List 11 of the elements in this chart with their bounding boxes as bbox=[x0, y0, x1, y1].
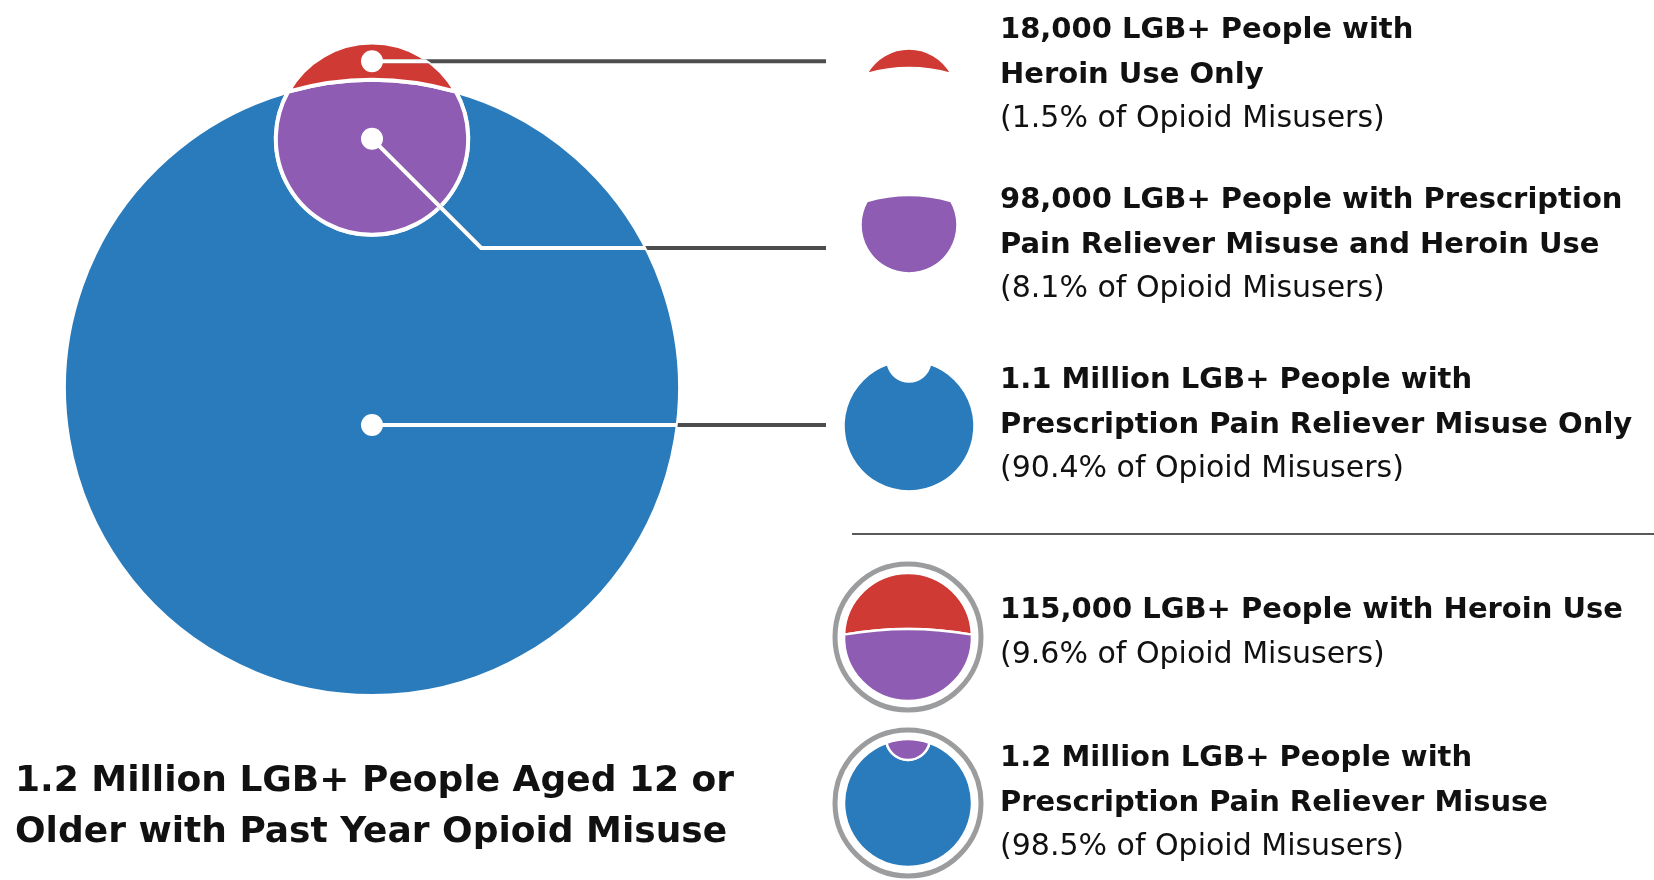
data-label: (8.1% of Opioid Misusers) bbox=[1000, 269, 1385, 304]
text: (9.6% of Opioid Misusers) bbox=[1000, 634, 1385, 670]
category-label: 18,000 LGB+ People with Heroin Use Only bbox=[1000, 11, 1414, 90]
data-label: (1.5% of Opioid Misusers) bbox=[1000, 99, 1385, 134]
text: (98.5% of Opioid Misusers) bbox=[1000, 827, 1404, 862]
text: 1.2 Million LGB+ People with Prescription Pain Reliever Misuse bbox=[1000, 739, 1549, 818]
category-label: 98,000 LGB+ People with Prescription Pain Reliever Misuse and Heroin Use bbox=[1000, 181, 1623, 260]
data-label: (90.4% of Opioid Misusers) bbox=[1000, 449, 1404, 484]
category-label: 1.1 Million LGB+ People with Prescription Pain Reliever Misuse Only bbox=[1000, 361, 1633, 440]
text: 115,000 LGB+ People with Heroin Use bbox=[1000, 591, 1623, 625]
text: 1.2 Million LGB+ People Aged 12 or Older with Past Year Opioid Misuse bbox=[15, 758, 735, 850]
